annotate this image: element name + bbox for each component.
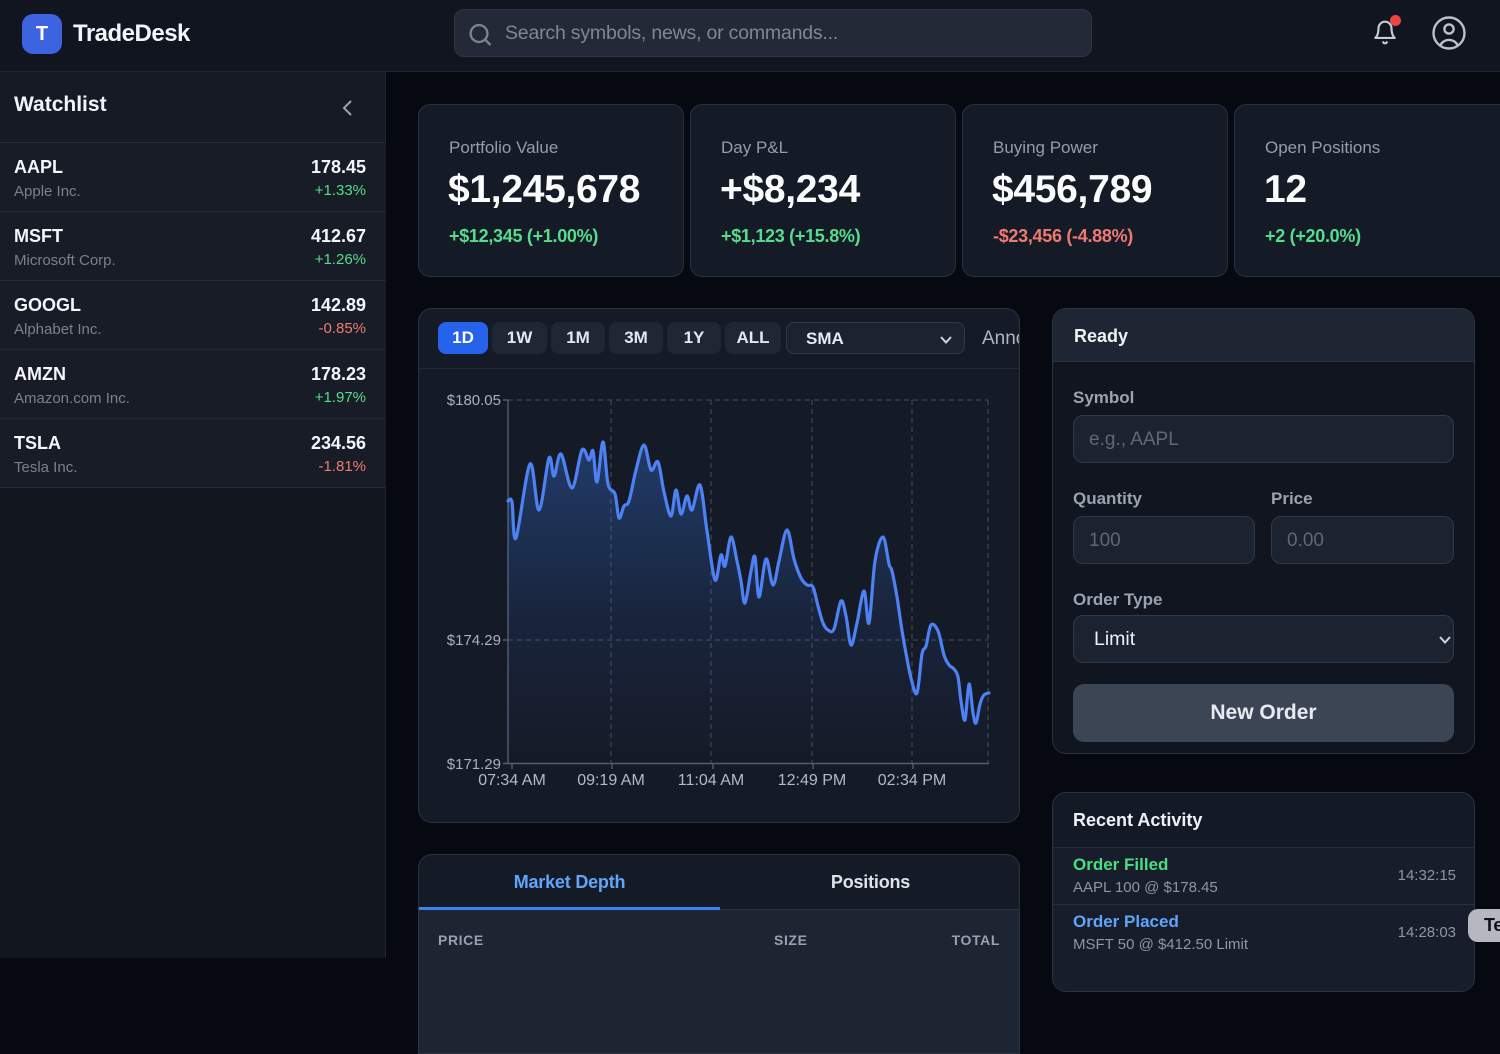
svg-text:$180.05: $180.05: [447, 392, 501, 409]
svg-text:11:04 AM: 11:04 AM: [678, 772, 744, 789]
svg-text:09:19 AM: 09:19 AM: [577, 772, 645, 789]
svg-text:12:49 PM: 12:49 PM: [778, 772, 846, 789]
svg-text:$174.29: $174.29: [447, 632, 501, 649]
svg-text:07:34 AM: 07:34 AM: [478, 772, 546, 789]
svg-text:02:34 PM: 02:34 PM: [878, 772, 946, 789]
svg-text:$171.29: $171.29: [447, 756, 501, 773]
